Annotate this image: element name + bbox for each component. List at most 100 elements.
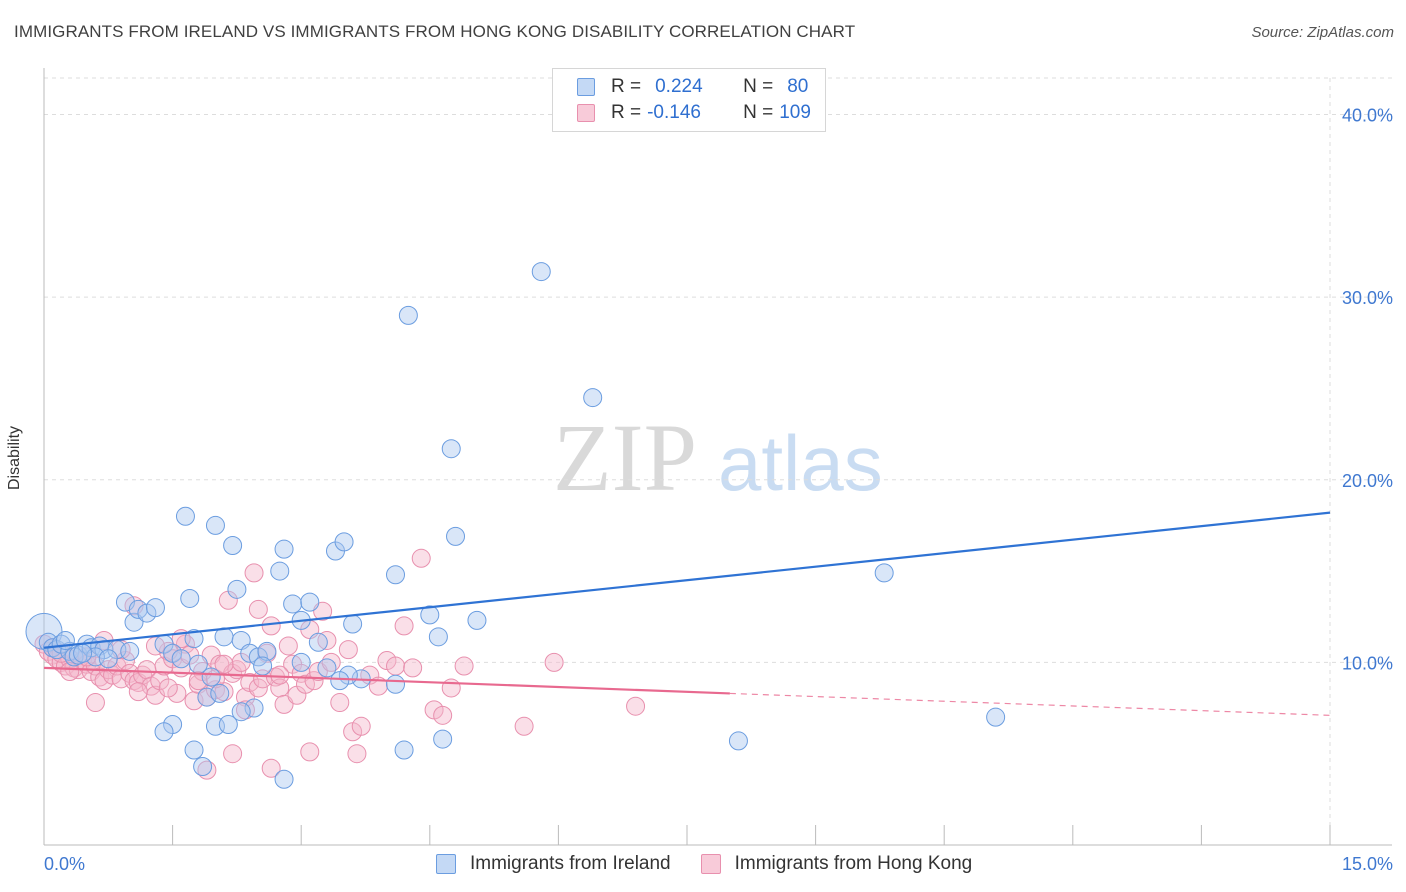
ireland-point	[274, 539, 294, 559]
hk-point	[60, 662, 80, 682]
hk-point	[158, 678, 178, 698]
hk-point	[85, 693, 105, 713]
y-tick-label: 20.0%	[1342, 471, 1393, 491]
hk-point	[454, 656, 474, 676]
ireland-point	[171, 649, 191, 669]
hk-trend-line	[43, 666, 730, 695]
ireland-point	[428, 627, 448, 647]
ireland-point	[874, 563, 894, 583]
legend-item-hk: Immigrants from Hong Kong	[700, 853, 973, 875]
ireland-point	[227, 579, 247, 599]
legend-item-ireland: Immigrants from Ireland	[436, 853, 671, 875]
ireland-point	[124, 612, 144, 632]
hk-swatch	[577, 104, 595, 122]
legend-label-ireland: Immigrants from Ireland	[470, 853, 671, 874]
ireland-point	[193, 756, 213, 776]
hk-point	[270, 665, 290, 685]
n-label: N =	[743, 102, 774, 123]
hk-point	[368, 676, 388, 696]
hk-point	[313, 601, 333, 621]
chart-title: IMMIGRANTS FROM IRELAND VS IMMIGRANTS FR…	[14, 22, 856, 41]
ireland-point	[330, 671, 350, 691]
ireland-point	[531, 262, 551, 282]
ireland-point	[184, 629, 204, 649]
n-value: 80	[787, 76, 809, 97]
y-tick-label: 30.0%	[1342, 288, 1393, 308]
hk-point	[347, 744, 367, 764]
hk-swatch	[700, 854, 721, 874]
hk-point	[188, 671, 208, 691]
hk-point	[330, 693, 350, 713]
hk-trend-line-extrapolated	[729, 692, 1331, 716]
ireland-point	[253, 656, 273, 676]
tick-labels: 10.0% 20.0% 30.0% 40.0% 0.0% 15.0%	[44, 106, 1393, 874]
ireland-point	[283, 594, 303, 614]
ireland-point	[244, 698, 264, 718]
legend-row-hk: R = -0.146 N = 109	[577, 101, 811, 125]
n-value: 109	[779, 102, 811, 123]
hk-point	[441, 678, 461, 698]
series-legend: Immigrants from Ireland Immigrants from …	[436, 852, 1002, 876]
axes	[43, 68, 1392, 846]
stats-legend: R = 0.224 N = 80 R = -0.146 N = 109	[552, 68, 826, 132]
hk-point	[411, 548, 431, 568]
ireland-point	[98, 649, 118, 669]
ireland-point	[398, 305, 418, 325]
ireland-point	[218, 714, 238, 734]
ireland-point	[73, 643, 93, 663]
hk-point	[223, 744, 243, 764]
ireland-swatch	[436, 854, 456, 874]
hk-point	[278, 636, 298, 656]
ireland-point	[205, 515, 225, 535]
ireland-point	[257, 641, 277, 661]
ireland-point	[270, 561, 290, 581]
ireland-point	[175, 506, 195, 526]
ireland-point	[231, 702, 251, 722]
ireland-point	[394, 740, 414, 760]
hk-point	[403, 658, 423, 678]
hk-point	[351, 716, 371, 736]
hk-point	[261, 758, 281, 778]
ireland-swatch	[577, 78, 595, 96]
hk-point	[274, 694, 294, 714]
ireland-point	[433, 729, 453, 749]
hk-point	[386, 656, 406, 676]
ireland-point	[583, 388, 603, 408]
ireland-point	[728, 731, 748, 751]
x-tick-label: 0.0%	[44, 854, 85, 874]
hk-point	[544, 652, 564, 672]
hk-point	[338, 640, 358, 660]
hk-point	[128, 682, 148, 702]
legend-row-ireland: R = 0.224 N = 80	[577, 75, 808, 99]
r-value: -0.146	[647, 102, 701, 123]
ireland-point	[274, 769, 294, 789]
ireland-point	[145, 598, 165, 618]
hk-point	[261, 616, 281, 636]
n-label: N =	[743, 76, 774, 97]
source-label: Source: ZipAtlas.com	[1251, 24, 1394, 41]
ireland-point	[184, 740, 204, 760]
hk-point	[214, 654, 234, 674]
ireland-point	[154, 722, 174, 742]
trend-lines	[43, 511, 1331, 716]
hk-point	[248, 678, 268, 698]
ireland-points	[25, 262, 1006, 789]
hk-point	[300, 742, 320, 762]
ireland-point	[386, 565, 406, 585]
ireland-point	[120, 641, 140, 661]
hk-point	[394, 616, 414, 636]
watermark-atlas: atlas	[718, 419, 883, 507]
hk-point	[433, 705, 453, 725]
watermark-zip: ZIP	[553, 404, 697, 511]
hk-point	[244, 563, 264, 583]
ireland-point	[223, 536, 243, 556]
ireland-point	[441, 439, 461, 459]
ireland-point	[291, 652, 311, 672]
legend-label-hk: Immigrants from Hong Kong	[734, 853, 973, 874]
ireland-point	[197, 687, 217, 707]
y-tick-label: 10.0%	[1342, 653, 1393, 673]
ireland-point	[308, 632, 328, 652]
ireland-point	[446, 526, 466, 546]
ireland-point	[343, 614, 363, 634]
